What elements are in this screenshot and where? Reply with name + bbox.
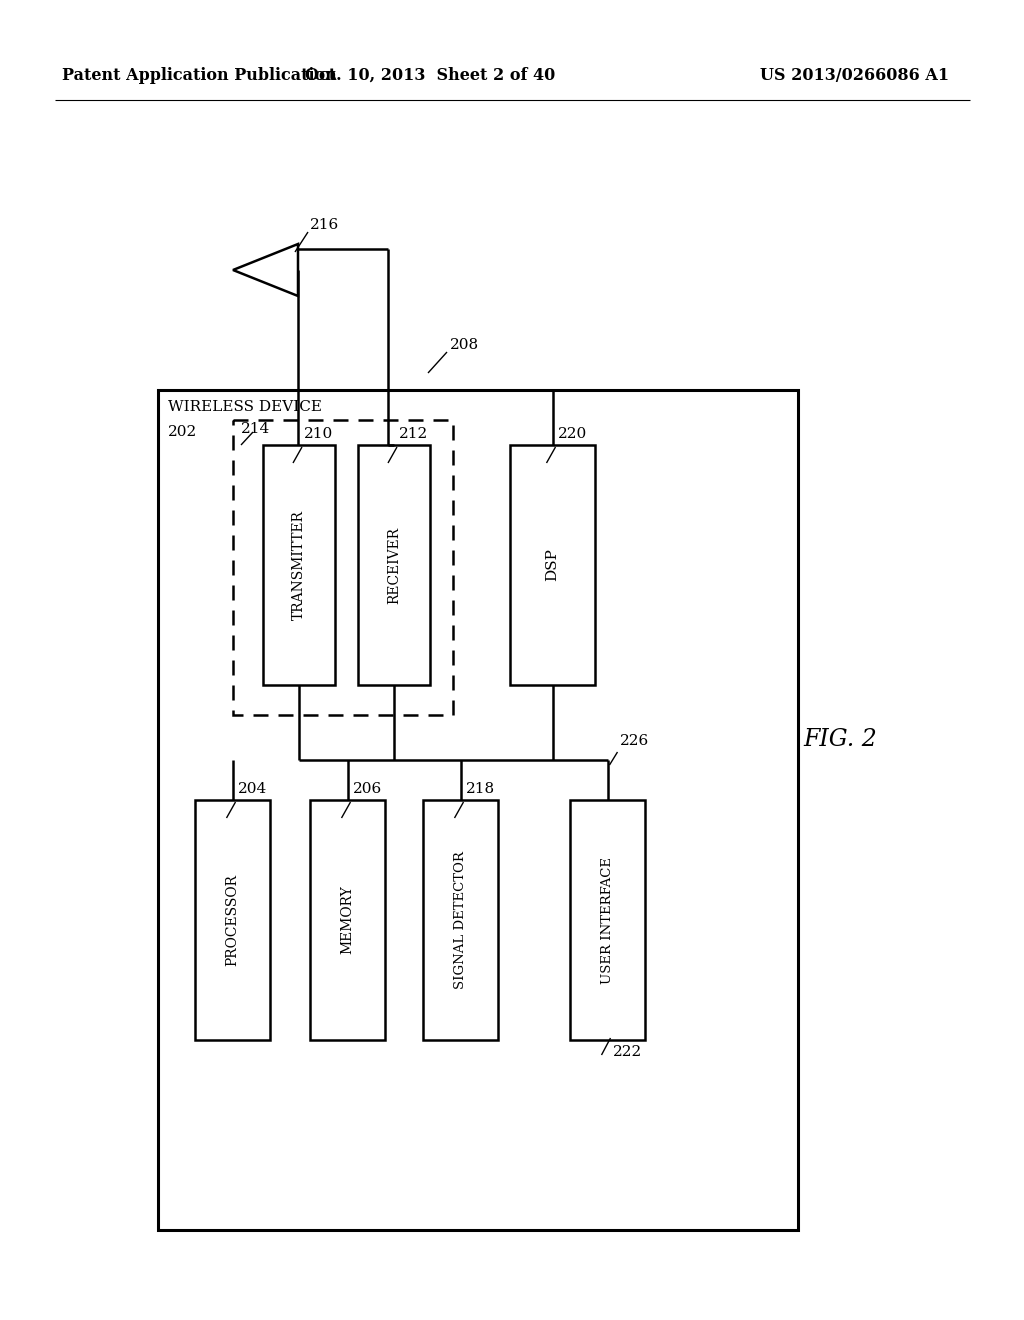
- Text: US 2013/0266086 A1: US 2013/0266086 A1: [760, 66, 949, 83]
- Text: TRANSMITTER: TRANSMITTER: [292, 510, 306, 620]
- Text: SIGNAL DETECTOR: SIGNAL DETECTOR: [454, 851, 467, 989]
- Bar: [423, 800, 498, 1040]
- Text: 222: 222: [612, 1045, 642, 1059]
- Bar: [510, 445, 595, 685]
- Text: 216: 216: [310, 218, 339, 232]
- Text: 202: 202: [168, 425, 198, 440]
- Text: RECEIVER: RECEIVER: [387, 527, 401, 603]
- Text: 218: 218: [466, 781, 495, 796]
- Text: WIRELESS DEVICE: WIRELESS DEVICE: [168, 400, 322, 414]
- Text: Patent Application Publication: Patent Application Publication: [62, 66, 337, 83]
- Bar: [158, 389, 798, 1230]
- Bar: [195, 800, 270, 1040]
- Text: 208: 208: [450, 338, 479, 352]
- Text: 210: 210: [304, 426, 333, 441]
- Text: 226: 226: [620, 734, 649, 748]
- Text: Oct. 10, 2013  Sheet 2 of 40: Oct. 10, 2013 Sheet 2 of 40: [305, 66, 555, 83]
- Text: 204: 204: [238, 781, 266, 796]
- Bar: [310, 800, 385, 1040]
- Bar: [233, 420, 453, 715]
- Bar: [570, 800, 645, 1040]
- Polygon shape: [233, 244, 298, 296]
- Text: PROCESSOR: PROCESSOR: [225, 874, 240, 966]
- Text: 220: 220: [557, 426, 587, 441]
- Text: 206: 206: [352, 781, 382, 796]
- Bar: [263, 445, 335, 685]
- Text: 214: 214: [241, 422, 270, 436]
- Text: 212: 212: [399, 426, 428, 441]
- Text: USER INTERFACE: USER INTERFACE: [601, 857, 614, 983]
- Text: MEMORY: MEMORY: [341, 886, 354, 954]
- Bar: [358, 445, 430, 685]
- Text: DSP: DSP: [546, 549, 559, 581]
- Text: FIG. 2: FIG. 2: [803, 729, 877, 751]
